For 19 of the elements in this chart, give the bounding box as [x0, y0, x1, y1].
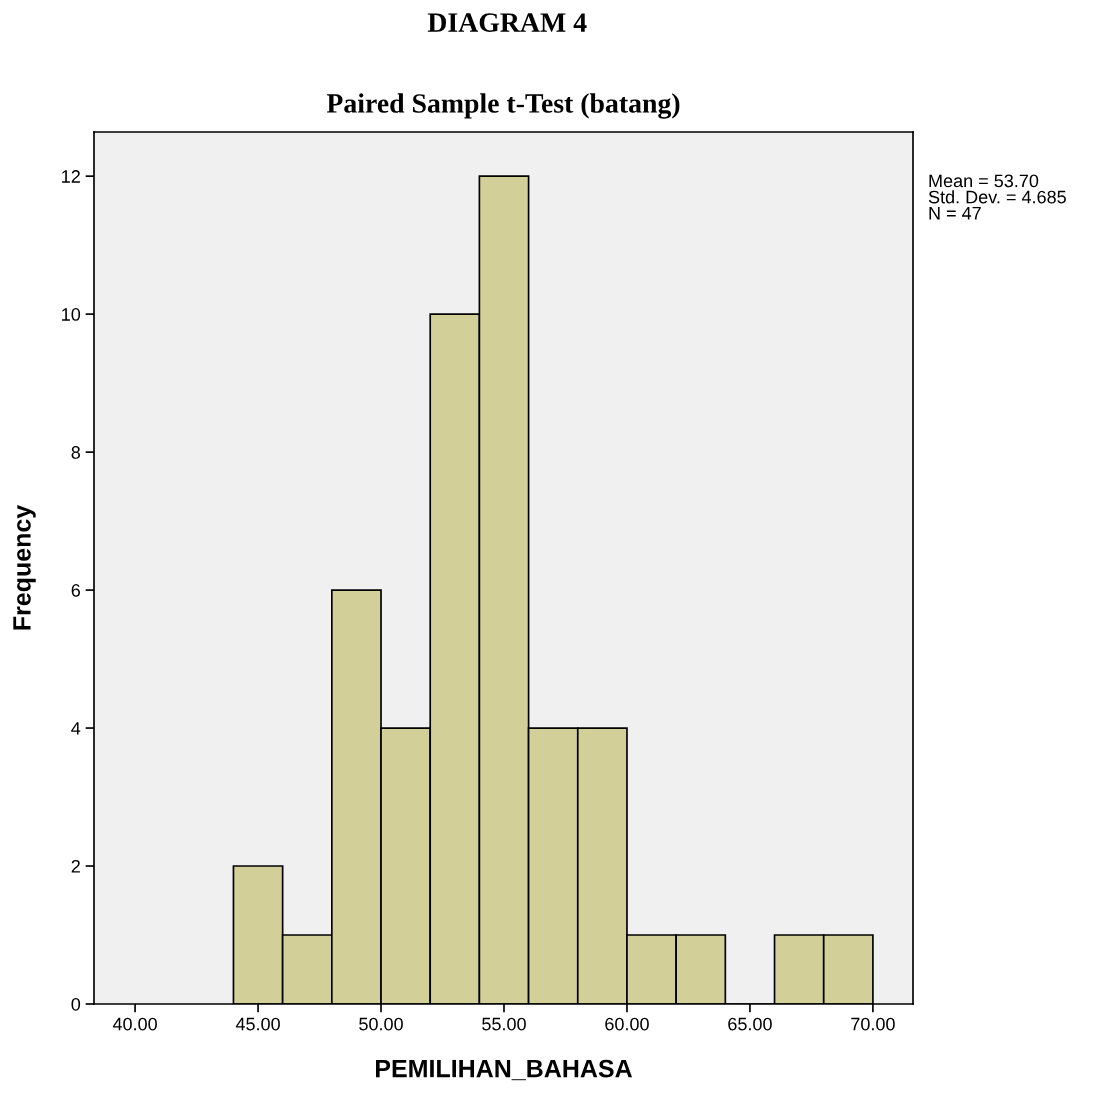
y-axis-title: Frequency — [13, 504, 36, 630]
x-tick-label: 45.00 — [235, 1017, 280, 1031]
y-tick-label: 12 — [62, 170, 80, 183]
y-tick-label: 0 — [71, 997, 81, 1011]
x-tick-label: 65.00 — [728, 1017, 772, 1031]
text: Mean = 53.70 Std. Dev. = 4.685 N = 47 — [928, 174, 1066, 220]
y-tick-label: 8 — [71, 446, 81, 459]
chart-title: DIAGRAM 4 — [427, 13, 587, 32]
y-tick-label: 6 — [71, 584, 81, 597]
y-tick-label: 2 — [71, 859, 80, 873]
x-tick-label: 60.00 — [605, 1017, 649, 1031]
x-tick-label: 50.00 — [359, 1017, 403, 1031]
x-axis-title: PEMILIHAN_BAHASA — [376, 1059, 633, 1081]
y-tick-label: 4 — [71, 722, 81, 735]
x-tick-label: 70.00 — [851, 1017, 895, 1031]
chart-subtitle: Paired Sample t-Test (batang) — [326, 93, 680, 119]
x-tick-label: 55.00 — [482, 1017, 526, 1031]
y-tick-label: 10 — [62, 308, 81, 321]
x-tick-label: 40.00 — [112, 1017, 157, 1031]
